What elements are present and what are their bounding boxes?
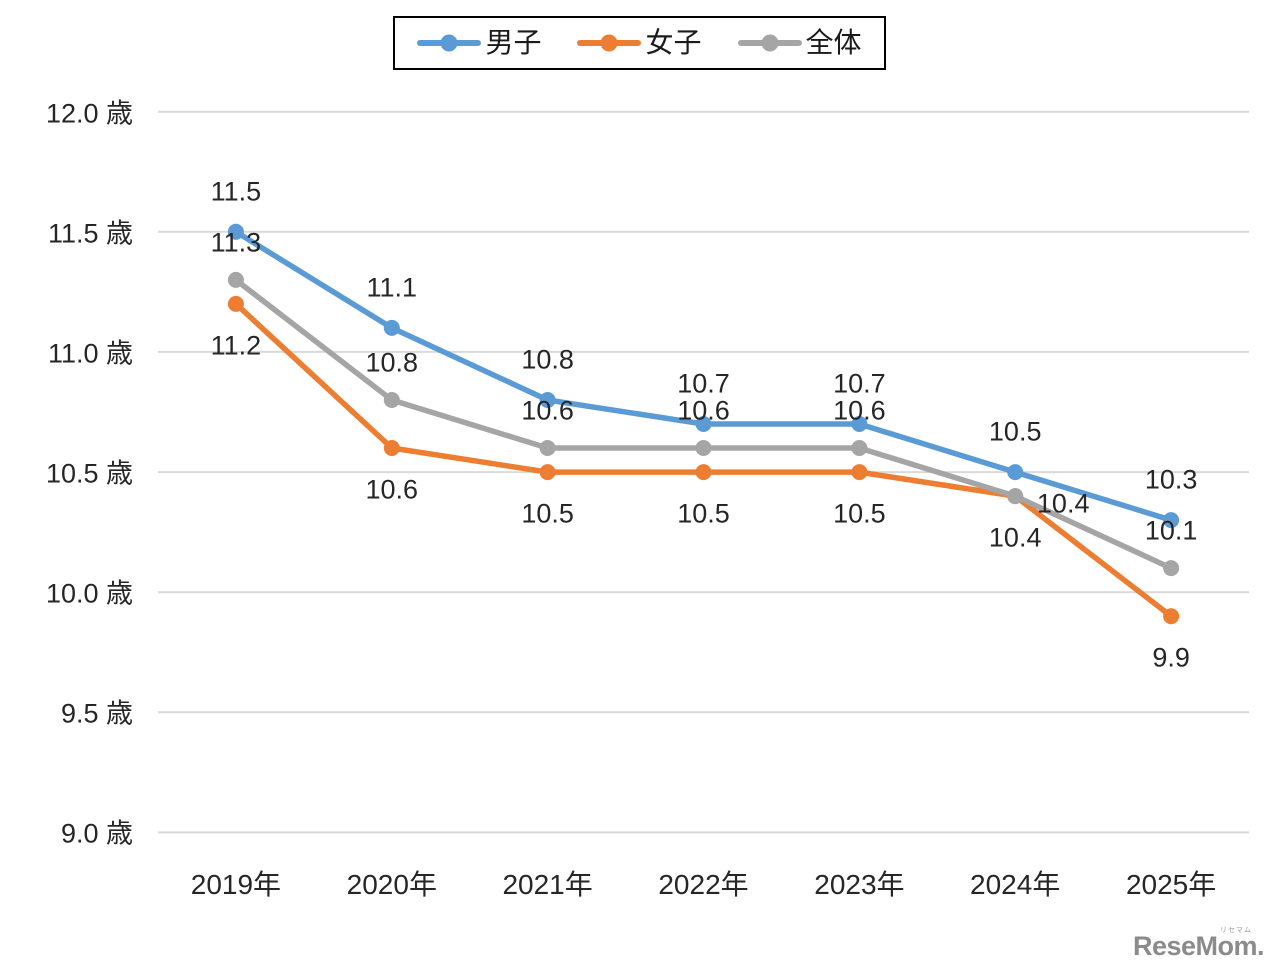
- series-point-girls: [383, 440, 400, 456]
- data-label-boys: 10.7: [677, 368, 730, 399]
- legend-dot: [761, 34, 778, 52]
- data-label-boys: 10.5: [988, 416, 1042, 447]
- y-axis-tick: 11.5 歳: [47, 218, 133, 249]
- series-point-boys: [695, 416, 712, 432]
- series-point-girls: [539, 464, 556, 481]
- y-axis-tick: 9.0 歳: [60, 819, 133, 850]
- y-axis-tick: 10.0 歳: [45, 578, 133, 609]
- data-label-girls: 10.5: [833, 498, 886, 529]
- series-point-overall: [1163, 560, 1180, 577]
- series-point-girls: [227, 295, 244, 312]
- legend-dot: [600, 34, 618, 52]
- data-label-girls: 10.5: [677, 498, 730, 529]
- series-point-boys: [1007, 464, 1024, 481]
- data-label-overall: 10.8: [365, 347, 419, 378]
- data-label-boys: 10.7: [833, 368, 886, 399]
- y-axis-tick: 10.5 歳: [45, 458, 133, 489]
- series-point-overall: [1007, 488, 1024, 505]
- resemom-logo-text: ReseMom.: [1132, 931, 1265, 961]
- series-point-girls: [851, 464, 868, 481]
- data-label-boys: 11.1: [366, 272, 418, 303]
- series-point-boys: [383, 319, 400, 336]
- y-axis-tick: 11.0 歳: [47, 338, 133, 369]
- legend: 男子 女子 全体: [393, 16, 886, 70]
- x-axis-tick: 2024年: [970, 869, 1061, 900]
- series-point-overall: [383, 392, 400, 408]
- x-axis-tick: 2025年: [1125, 869, 1217, 900]
- legend-marker-icon: [737, 34, 802, 52]
- data-label-overall: 10.1: [1144, 515, 1198, 546]
- series-point-overall: [695, 440, 712, 456]
- data-label-overall: 10.6: [521, 395, 574, 426]
- data-label-boys: 10.8: [521, 344, 574, 375]
- x-axis-tick: 2019年: [190, 869, 282, 900]
- x-axis-tick: 2023年: [814, 869, 905, 900]
- legend-label: 女子: [645, 27, 702, 58]
- y-axis-tick: 12.0 歳: [45, 98, 133, 129]
- data-label-overall: 10.4: [1036, 488, 1090, 519]
- legend-label: 男子: [485, 27, 542, 58]
- x-axis-tick: 2022年: [658, 869, 749, 900]
- data-label-boys: 10.3: [1144, 464, 1198, 495]
- legend-dot: [440, 34, 458, 52]
- data-label-girls: 10.5: [521, 498, 574, 529]
- resemom-logo-ruby: リセマム: [1220, 927, 1252, 934]
- series-point-girls: [1163, 608, 1180, 625]
- data-label-boys: 11.5: [210, 176, 262, 207]
- legend-item-girls: 女子: [577, 27, 702, 58]
- series-point-boys: [539, 392, 556, 408]
- series-point-overall: [539, 440, 556, 456]
- data-label-girls: 10.6: [365, 474, 419, 505]
- data-label-overall: 10.6: [677, 395, 730, 426]
- data-label-overall: 11.3: [210, 227, 262, 258]
- series-point-boys: [227, 223, 244, 240]
- data-label-girls: 10.4: [988, 522, 1042, 553]
- legend-marker-icon: [577, 34, 642, 52]
- legend-marker-icon: [417, 34, 482, 52]
- x-axis-tick: 2021年: [502, 869, 593, 900]
- series-point-overall: [227, 271, 244, 288]
- legend-item-overall: 全体: [737, 27, 862, 58]
- x-axis-tick: 2020年: [346, 869, 437, 900]
- series-point-girls: [695, 464, 712, 481]
- series-point-overall: [851, 440, 868, 456]
- resemom-logo: リセマム ReseMom.: [1132, 927, 1265, 961]
- data-label-girls: 9.9: [1152, 642, 1190, 673]
- data-label-overall: 10.6: [833, 395, 886, 426]
- legend-item-boys: 男子: [417, 29, 541, 57]
- y-axis-tick: 9.5 歳: [60, 699, 133, 730]
- legend-label: 全体: [805, 27, 862, 58]
- series-point-boys: [1163, 512, 1180, 529]
- series-point-boys: [851, 416, 868, 432]
- data-label-girls: 11.2: [210, 330, 262, 361]
